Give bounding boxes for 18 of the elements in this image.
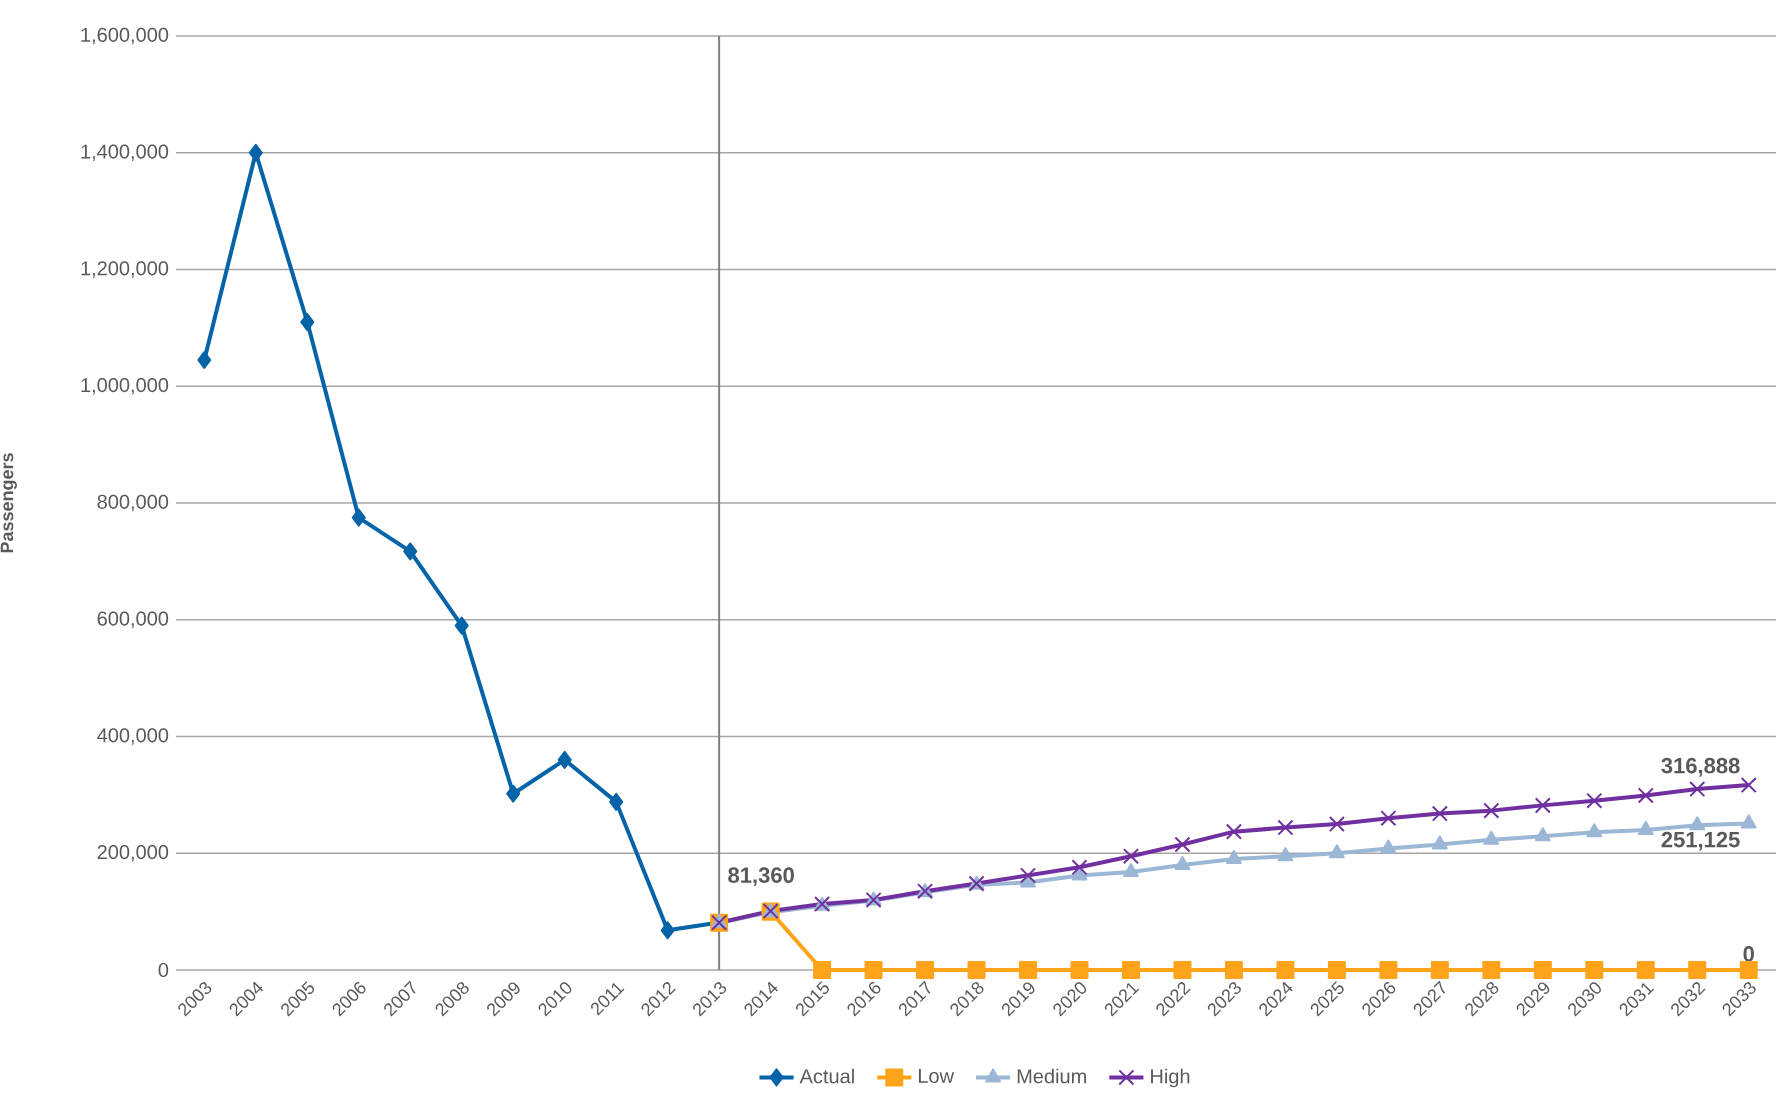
y-tick-label: 400,000	[97, 728, 169, 745]
y-tick-label: 1,200,000	[81, 261, 169, 278]
y-tick-label: 600,000	[97, 611, 169, 629]
data-label: 81,360	[728, 867, 794, 887]
legend-label: Medium	[1017, 1068, 1086, 1084]
legend-label: Actual	[799, 1068, 854, 1084]
y-tick-label: 1,600,000	[81, 27, 169, 45]
y-axis-title: Passengers	[0, 453, 17, 553]
y-tick-label: 800,000	[97, 494, 169, 512]
data-label: 251,125	[1661, 831, 1740, 851]
y-tick-label: 200,000	[97, 844, 169, 862]
y-tick-label: 1,400,000	[81, 144, 169, 162]
legend-label: High	[1151, 1068, 1190, 1088]
data-label: 316,888	[1661, 757, 1740, 777]
y-tick-label: 0	[158, 962, 169, 978]
data-label: 0	[1743, 946, 1754, 962]
y-tick-label: 1,000,000	[81, 377, 169, 395]
legend-label: Low	[918, 1069, 955, 1083]
